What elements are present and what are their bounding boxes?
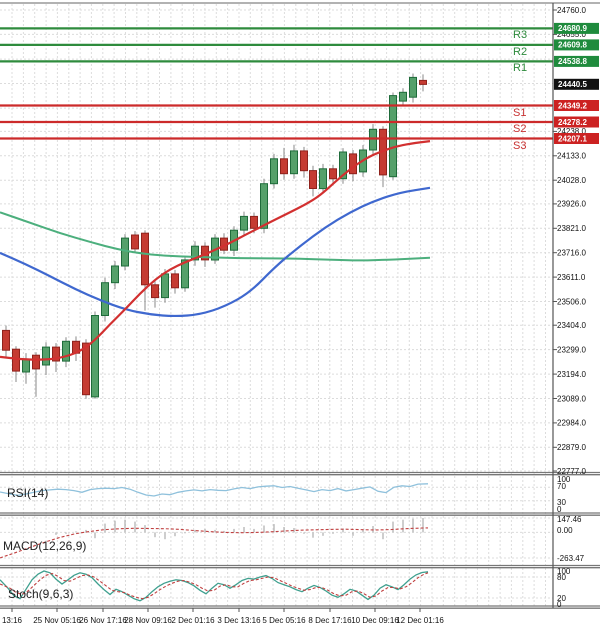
- svg-text:12 Dec 01:16: 12 Dec 01:16: [396, 616, 444, 625]
- svg-text:100: 100: [557, 475, 571, 484]
- price-axis-labels: 24760.0 24655.0 24238.0 24133.0 24028.0 23926…: [553, 6, 586, 609]
- support-label-s2: S2: [513, 123, 527, 135]
- ma-blue-line: [0, 186, 431, 318]
- svg-text:10 Dec 09:16: 10 Dec 09:16: [351, 616, 399, 625]
- grid: [0, 4, 553, 607]
- svg-text:24680.9: 24680.9: [558, 24, 587, 33]
- svg-text:70: 70: [557, 482, 566, 491]
- svg-text:24278.2: 24278.2: [558, 118, 587, 127]
- svg-text:23089.0: 23089.0: [557, 394, 586, 403]
- svg-text:26 Nov 17:16: 26 Nov 17:16: [79, 616, 127, 625]
- svg-text:22777.0: 22777.0: [557, 467, 586, 476]
- macd-histogram: [55, 518, 424, 540]
- svg-text:23194.0: 23194.0: [557, 370, 586, 379]
- svg-text:24655.0: 24655.0: [557, 30, 586, 39]
- resistance-label-r2: R2: [513, 46, 528, 58]
- svg-text:8 Dec 17:16: 8 Dec 17:16: [308, 616, 352, 625]
- svg-text:3 Dec 13:16: 3 Dec 13:16: [217, 616, 261, 625]
- svg-text:24207.1: 24207.1: [558, 134, 587, 143]
- svg-text:30: 30: [557, 498, 566, 507]
- svg-text:-263.47: -263.47: [557, 554, 585, 563]
- svg-text:5 Dec 05:16: 5 Dec 05:16: [262, 616, 306, 625]
- svg-text:24349.2: 24349.2: [558, 101, 587, 110]
- resistance-label-r1: R1: [513, 62, 528, 74]
- svg-text:13:16: 13:16: [2, 616, 23, 625]
- ma-red-line: [0, 140, 431, 361]
- stoch-d-line: [0, 572, 429, 600]
- svg-text:24238.0: 24238.0: [557, 127, 586, 136]
- svg-text:24028.0: 24028.0: [557, 176, 586, 185]
- svg-text:24538.8: 24538.8: [558, 57, 587, 66]
- support-label-s3: S3: [513, 140, 527, 152]
- svg-text:23506.0: 23506.0: [557, 297, 586, 306]
- candles: [2, 73, 427, 399]
- price-badges: 24680.9 24609.8 24538.8 24440.5 24349.2 24278…: [554, 22, 599, 144]
- svg-text:0: 0: [557, 505, 562, 514]
- svg-text:22879.0: 22879.0: [557, 443, 586, 452]
- svg-text:0: 0: [557, 600, 562, 609]
- svg-text:23821.0: 23821.0: [557, 224, 586, 233]
- macd-pane-label: MACD(12,26,9): [3, 539, 87, 553]
- rsi-line: [0, 483, 429, 497]
- svg-text:23299.0: 23299.0: [557, 345, 586, 354]
- rsi-pane-label: RSI(14): [7, 486, 49, 500]
- svg-text:23611.0: 23611.0: [557, 273, 586, 282]
- panel-separators: [0, 2, 600, 609]
- svg-text:22984.0: 22984.0: [557, 419, 586, 428]
- ma-green-line: [0, 211, 431, 262]
- svg-text:23404.0: 23404.0: [557, 321, 586, 330]
- svg-text:23926.0: 23926.0: [557, 200, 586, 209]
- support-resistance-lines: [0, 27, 553, 140]
- stoch-pane-label: Stoch(9,6,3): [8, 587, 74, 601]
- svg-text:80: 80: [557, 573, 566, 582]
- svg-text:23716.0: 23716.0: [557, 249, 586, 258]
- svg-text:24609.8: 24609.8: [558, 41, 587, 50]
- macd-signal-line: [0, 527, 429, 559]
- stoch-k-line: [0, 570, 429, 602]
- svg-text:24133.0: 24133.0: [557, 152, 586, 161]
- svg-text:0.00: 0.00: [557, 526, 573, 535]
- svg-text:28 Nov 09:16: 28 Nov 09:16: [124, 616, 172, 625]
- svg-text:20: 20: [557, 594, 566, 603]
- svg-text:25 Nov 05:16: 25 Nov 05:16: [33, 616, 81, 625]
- svg-text:2 Dec 01:16: 2 Dec 01:16: [171, 616, 215, 625]
- svg-text:147.46: 147.46: [557, 515, 582, 524]
- resistance-label-r3: R3: [513, 29, 528, 41]
- svg-text:24760.0: 24760.0: [557, 6, 586, 15]
- svg-text:100: 100: [557, 567, 571, 576]
- support-label-s1: S1: [513, 107, 527, 119]
- svg-text:24440.5: 24440.5: [558, 80, 587, 89]
